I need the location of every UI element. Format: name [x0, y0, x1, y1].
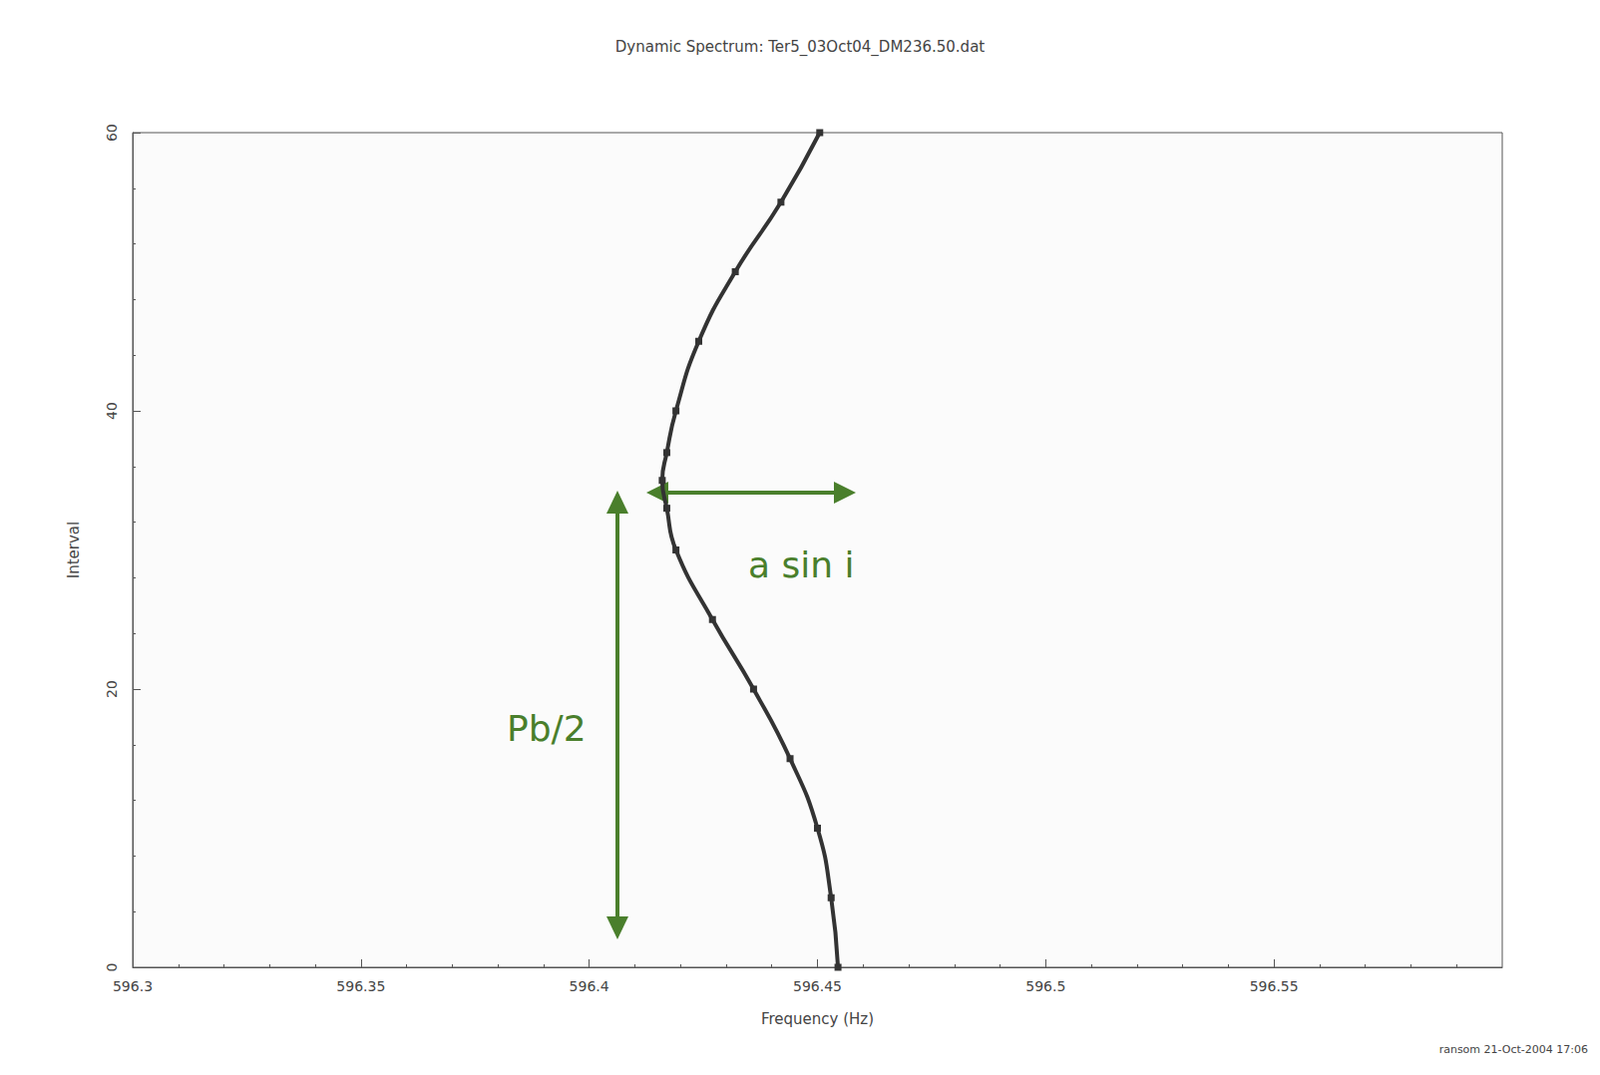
- svg-text:596.3: 596.3: [112, 978, 153, 995]
- svg-text:Dynamic Spectrum: Ter5_03Oct04: Dynamic Spectrum: Ter5_03Oct04_DM236.50.…: [615, 37, 986, 57]
- svg-text:20: 20: [103, 680, 120, 699]
- svg-text:Interval: Interval: [64, 521, 83, 579]
- svg-text:596.5: 596.5: [1025, 978, 1066, 995]
- svg-text:Frequency (Hz): Frequency (Hz): [761, 1010, 874, 1029]
- svg-text:596.4: 596.4: [569, 978, 610, 995]
- svg-text:Pb/2: Pb/2: [506, 708, 587, 750]
- svg-text:a sin i: a sin i: [748, 544, 855, 586]
- svg-text:ransom 21-Oct-2004 17:06: ransom 21-Oct-2004 17:06: [1439, 1043, 1589, 1057]
- svg-text:60: 60: [103, 123, 120, 142]
- svg-text:596.35: 596.35: [336, 978, 386, 995]
- svg-text:40: 40: [103, 401, 120, 420]
- svg-text:0: 0: [103, 963, 120, 973]
- svg-text:596.55: 596.55: [1249, 978, 1299, 995]
- svg-text:596.45: 596.45: [793, 978, 842, 995]
